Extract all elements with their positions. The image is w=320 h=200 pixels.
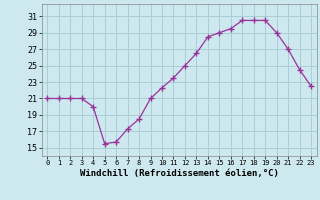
- X-axis label: Windchill (Refroidissement éolien,°C): Windchill (Refroidissement éolien,°C): [80, 169, 279, 178]
